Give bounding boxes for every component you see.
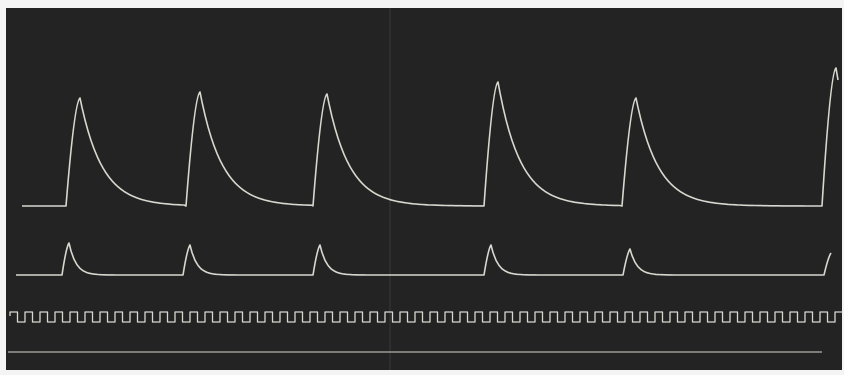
oscilloscope-photo <box>0 0 844 375</box>
screen <box>6 8 842 370</box>
page: (() => { const spikes = (starts, end, x0… <box>0 0 844 375</box>
